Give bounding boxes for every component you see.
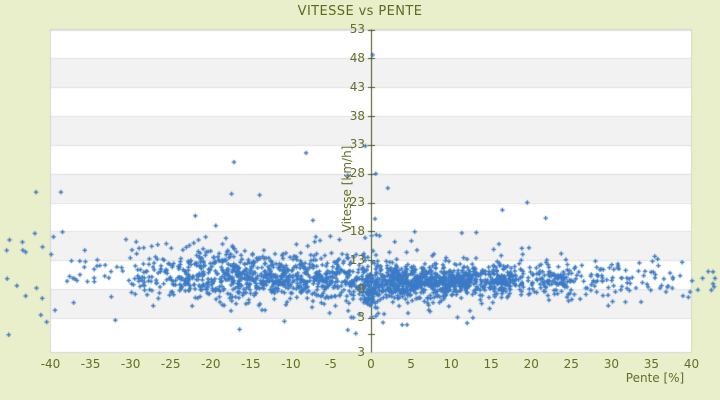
x-tick-label: 20 [523,357,539,371]
x-tick-label: -5 [324,357,337,371]
y-tick-label: 8 [357,281,365,296]
x-tick-label: -35 [80,357,101,371]
x-tick-label: 40 [683,357,700,371]
x-axis-title: Pente [%] [625,371,685,385]
x-tick-label: -20 [200,357,221,371]
y-axis-bottom-label: 3 [357,344,365,359]
y-axis-title: Vitesse [km/h] [340,145,354,233]
x-tick-label: 5 [407,357,415,371]
y-tick-label: 48 [349,50,365,65]
x-tick-label: 10 [443,357,459,371]
x-tick-label: -25 [160,357,181,371]
y-tick-label: 13 [349,252,365,267]
y-tick-label: 53 [349,22,365,36]
y-tick-label: 28 [349,166,365,181]
y-tick-label: 3 [357,310,365,325]
x-tick-label: 15 [483,357,499,371]
x-tick-label: -40 [40,357,61,371]
x-tick-label: 25 [563,357,579,371]
y-tick-label: 33 [349,137,365,152]
y-tick-label: 43 [349,79,365,94]
x-tick-label: -30 [120,357,141,371]
x-tick-label: 0 [367,357,375,371]
y-tick-label: 38 [349,108,365,123]
y-tick-label: 23 [349,195,365,210]
x-tick-label: -15 [241,357,261,371]
x-tick-label: 30 [603,357,620,371]
x-tick-label: 35 [643,357,660,371]
x-tick-label: -10 [281,357,301,371]
y-tick-label: 18 [349,223,365,238]
